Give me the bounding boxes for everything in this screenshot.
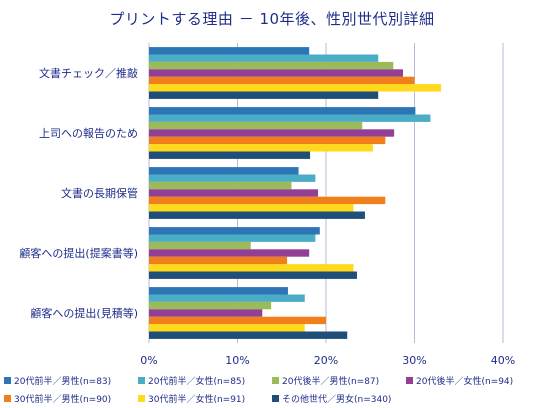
bar bbox=[149, 174, 316, 182]
bar bbox=[149, 287, 288, 295]
bar bbox=[149, 144, 373, 152]
bar bbox=[149, 61, 394, 70]
bar bbox=[149, 249, 310, 257]
x-tick-label: 40% bbox=[491, 354, 515, 367]
legend-item: 20代前半／男性(n=83) bbox=[4, 374, 111, 387]
bar bbox=[149, 331, 348, 339]
legend-item: 30代前半／女性(n=91) bbox=[138, 392, 245, 405]
bar bbox=[149, 47, 310, 55]
bar bbox=[149, 316, 326, 325]
legend-label: 20代前半／女性(n=85) bbox=[148, 377, 246, 387]
category-label: 上司への報告のため bbox=[39, 127, 138, 140]
bar bbox=[149, 167, 299, 175]
legend-item: 20代後半／男性(n=87) bbox=[272, 374, 379, 387]
legend-label: 20代後半／男性(n=87) bbox=[282, 377, 380, 387]
x-tick-label: 20% bbox=[314, 354, 338, 367]
bar bbox=[149, 271, 357, 279]
bar bbox=[149, 121, 363, 130]
legend-label: その他世代／男女(n=340) bbox=[282, 395, 392, 405]
category-label: 文書チェック／推敲 bbox=[39, 66, 138, 80]
bar bbox=[149, 196, 386, 205]
chart-title: プリントする理由 － 10年後、性別世代別詳細 bbox=[109, 10, 435, 28]
legend-swatch bbox=[406, 377, 413, 384]
bar bbox=[149, 234, 316, 242]
x-tick-label: 30% bbox=[402, 354, 426, 367]
legend-item: 20代後半／女性(n=94) bbox=[406, 374, 513, 387]
bar bbox=[149, 181, 292, 190]
bar bbox=[149, 256, 288, 265]
bar bbox=[149, 301, 272, 310]
bar bbox=[149, 204, 354, 212]
legend-label: 30代前半／女性(n=91) bbox=[148, 395, 246, 405]
bar bbox=[149, 151, 311, 159]
bar bbox=[149, 91, 379, 99]
legend-swatch bbox=[272, 395, 279, 402]
bar bbox=[149, 107, 416, 115]
x-tick-labels: 0% 10% 20% 30% 40% bbox=[140, 354, 515, 367]
legend-swatch bbox=[4, 395, 11, 402]
bar bbox=[149, 264, 354, 272]
bar bbox=[149, 76, 415, 85]
legend-swatch bbox=[138, 377, 145, 384]
x-tick-label: 0% bbox=[140, 354, 157, 367]
bar bbox=[149, 129, 395, 137]
legend-item: その他世代／男女(n=340) bbox=[272, 392, 391, 405]
bar bbox=[149, 189, 319, 197]
x-tick-label: 10% bbox=[225, 354, 249, 367]
legend-label: 30代前半／男性(n=90) bbox=[14, 395, 112, 405]
bar bbox=[149, 241, 251, 250]
bar bbox=[149, 54, 379, 62]
legend-swatch bbox=[138, 395, 145, 402]
legend-label: 20代前半／男性(n=83) bbox=[14, 377, 112, 387]
bar bbox=[149, 211, 365, 219]
bar bbox=[149, 324, 305, 332]
legend-item: 30代前半／男性(n=90) bbox=[4, 392, 111, 405]
bars bbox=[149, 47, 442, 339]
category-label: 顧客への提出(見積等) bbox=[30, 306, 138, 320]
legend-swatch bbox=[4, 377, 11, 384]
bar bbox=[149, 69, 403, 77]
category-label: 文書の長期保管 bbox=[61, 186, 138, 200]
bar bbox=[149, 114, 431, 122]
legend-label: 20代後半／女性(n=94) bbox=[416, 377, 514, 387]
bar bbox=[149, 309, 263, 317]
category-label: 顧客への提出(提案書等) bbox=[19, 246, 138, 260]
bar bbox=[149, 84, 442, 92]
bar bbox=[149, 136, 386, 145]
legend-swatch bbox=[272, 377, 279, 384]
bar bbox=[149, 294, 305, 302]
bar bbox=[149, 227, 320, 235]
legend-item: 20代前半／女性(n=85) bbox=[138, 374, 245, 387]
